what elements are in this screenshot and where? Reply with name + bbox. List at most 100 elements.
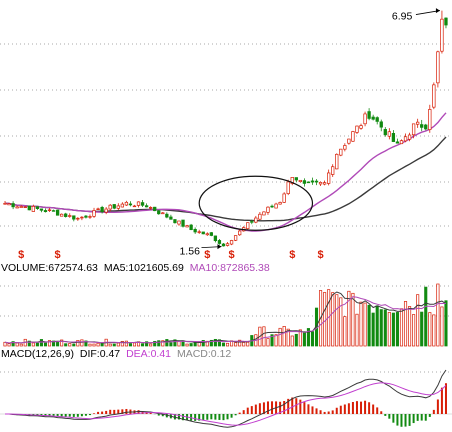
volume-bar [375,305,379,347]
volume-bar [43,342,48,347]
price-candle [51,209,56,212]
volume-chart [0,283,452,347]
price-candle [395,138,400,144]
volume-bar [169,342,173,347]
volume-bar [112,343,116,347]
volume-bar [246,341,250,347]
price-candle [254,215,258,224]
volume-bar [331,292,335,347]
price-candle [92,207,96,218]
price-candle [213,235,218,243]
volume-bar [124,340,128,347]
price-candle [27,205,31,211]
price-candle [407,132,412,142]
volume-bar [201,340,205,347]
price-candle [88,214,92,219]
price-candle [140,200,145,207]
volume-bar [7,343,11,347]
signal-marker: $ [318,249,324,261]
volume-bar [416,294,420,347]
price-candle [80,216,84,221]
volume-ma10-line [4,296,447,344]
highlight-ellipse [198,175,314,231]
price-candle [68,213,72,218]
price-candle [250,219,254,225]
price-candle [440,10,444,54]
volume-bar [323,292,327,347]
volume-bar [213,338,217,347]
volume-bar [383,309,387,347]
price-candle [64,212,68,218]
price-candle [169,214,173,220]
price-candle [124,200,129,206]
volume-bar [359,301,363,347]
price-candle [436,50,440,88]
volume-bar [31,342,35,347]
price-candle [274,202,278,209]
volume-bar [440,306,444,347]
volume-bar [355,313,359,347]
volume-bar [391,312,395,347]
price-candle [351,130,355,142]
volume-bar [141,343,145,347]
volume-bar [157,340,161,347]
volume-bar [424,286,428,347]
volume-bar [96,342,100,347]
price-candle [116,203,120,211]
price-candle [96,207,100,211]
price-candle [157,210,161,215]
price-candle [173,219,177,224]
price-candle [19,205,23,208]
price-candle [420,119,424,132]
price-candle [128,201,133,207]
signal-marker: $ [229,249,235,261]
high-annotation: 6.95 [392,8,440,23]
volume-bar [298,329,302,347]
price-candle [193,227,197,234]
price-candle [403,133,408,143]
signal-marker: $ [55,249,61,261]
volume-bar [108,343,112,347]
volume-bar [399,308,404,347]
price-candle [189,223,193,231]
volume-ma5: MA5:1021605.69 [103,262,184,274]
price-candle [416,118,420,128]
low-annotation: 1.56 [179,244,222,258]
volume-bar [19,343,23,347]
volume-bar [282,326,286,347]
volume-ma10: MA10:872865.38 [189,262,270,274]
volume-bar [286,328,290,347]
volume-readout: VOLUME:672574.63 MA5:1021605.69 MA10:872… [1,262,273,275]
macd-value: MACD:0.12 [176,348,232,360]
volume-bar [76,340,80,347]
price-ma-long-line [4,136,447,222]
price-candle [11,201,15,210]
price-candle [379,119,383,132]
volume-bar [68,343,72,347]
volume-bar [262,326,266,347]
volume-bar [343,316,347,347]
price-candle [371,114,375,121]
price-candle [343,143,347,152]
volume-bar [367,304,371,347]
svg-text:1.56: 1.56 [179,246,200,258]
volume-bar [302,331,306,347]
price-candle [221,242,226,247]
price-candle [266,206,270,215]
price-candle [363,111,367,127]
volume-bar [64,343,68,347]
volume-bar [242,342,246,347]
volume-bar [173,339,177,347]
volume-bar [432,314,436,347]
price-candle [306,181,311,184]
volume-bar [80,339,84,347]
price-candle [286,179,290,196]
signal-marker: $ [289,249,295,261]
volume-bar [290,335,294,347]
price-candle [238,229,242,236]
macd-dea-line [5,382,447,426]
price-candle [387,128,391,140]
volume-bar [161,340,165,347]
volume-bar [428,312,432,347]
